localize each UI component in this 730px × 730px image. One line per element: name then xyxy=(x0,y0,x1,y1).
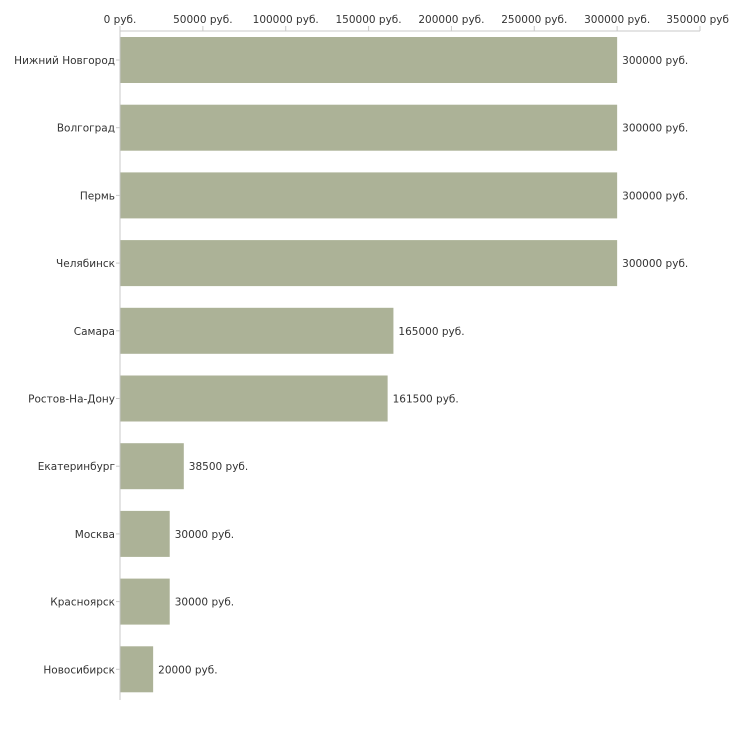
x-tick-label: 300000 руб. xyxy=(584,14,650,26)
category-label: Ростов-На-Дону xyxy=(28,394,115,406)
category-label: Волгоград xyxy=(57,123,115,135)
category-label: Самара xyxy=(74,326,115,338)
x-tick-label: 50000 руб. xyxy=(173,14,232,26)
category-label: Екатеринбург xyxy=(38,461,115,473)
bar xyxy=(120,104,618,151)
bar-value-label: 30000 руб. xyxy=(175,529,234,541)
x-tick-label: 150000 руб. xyxy=(336,14,402,26)
x-axis: 0 руб. 50000 руб. 100000 руб. 150000 руб. 20… xyxy=(104,14,729,32)
bar xyxy=(120,578,170,625)
x-tick-label: 100000 руб. xyxy=(253,14,319,26)
category-label: Челябинск xyxy=(56,258,115,270)
x-tick-label: 350000 руб xyxy=(666,14,729,26)
x-tick-label: 200000 руб. xyxy=(418,14,484,26)
bars xyxy=(120,37,618,693)
bar-value-label: 161500 руб. xyxy=(393,394,459,406)
category-label: Пермь xyxy=(80,190,115,202)
bar xyxy=(120,240,618,287)
bar-value-label: 300000 руб. xyxy=(622,123,688,135)
x-tick-label: 0 руб. xyxy=(104,14,137,26)
x-tick-label: 250000 руб. xyxy=(501,14,567,26)
category-label: Москва xyxy=(75,529,115,541)
bar xyxy=(120,443,184,490)
bar-value-label: 38500 руб. xyxy=(189,461,248,473)
bar-value-label: 20000 руб. xyxy=(158,664,217,676)
bar xyxy=(120,375,388,422)
category-label: Нижний Новгород xyxy=(14,55,115,67)
bar-value-label: 165000 руб. xyxy=(398,326,464,338)
bar-value-label: 30000 руб. xyxy=(175,597,234,609)
bar xyxy=(120,510,170,557)
category-label: Новосибирск xyxy=(43,664,115,676)
category-label: Красноярск xyxy=(50,597,115,609)
bar xyxy=(120,37,618,83)
data-labels: 300000 руб. 300000 руб. 300000 руб. 300000 … xyxy=(158,55,688,676)
bar xyxy=(120,646,154,693)
bar xyxy=(120,307,394,354)
bar xyxy=(120,172,618,219)
bar-value-label: 300000 руб. xyxy=(622,258,688,270)
bar-value-label: 300000 руб. xyxy=(622,190,688,202)
y-axis: Нижний Новгород Волгоград Пермь Челябинск Са… xyxy=(14,31,121,700)
bar-value-label: 300000 руб. xyxy=(622,55,688,67)
